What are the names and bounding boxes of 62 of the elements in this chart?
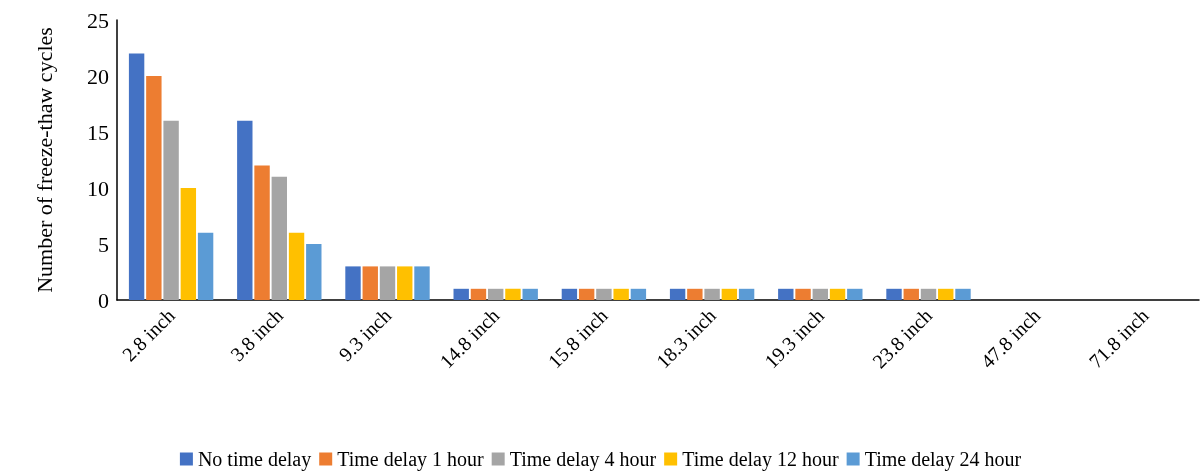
x-tick-label: 71.8 inch <box>1084 304 1153 373</box>
bar <box>847 288 863 300</box>
x-tick-label: 47.8 inch <box>976 304 1045 373</box>
bar <box>561 288 578 300</box>
bar <box>271 176 287 300</box>
legend-label: Time delay 4 hour <box>509 448 657 471</box>
bar <box>163 120 179 300</box>
bar <box>488 288 504 300</box>
bar <box>704 288 720 300</box>
bar <box>379 266 396 300</box>
bar <box>687 288 703 300</box>
bar <box>288 232 305 300</box>
bar <box>453 288 469 300</box>
x-tick-label: 15.8 inch <box>543 304 612 373</box>
bar <box>522 288 538 300</box>
bar <box>254 165 270 300</box>
y-tick-label: 5 <box>98 231 109 257</box>
bar <box>795 288 811 300</box>
bar <box>955 288 971 300</box>
bar <box>237 120 253 300</box>
legend-label: Time delay 12 hour <box>682 448 839 471</box>
y-tick-label: 20 <box>87 63 109 89</box>
y-axis-title: Number of freeze-thaw cycles <box>31 27 57 293</box>
y-tick-label: 0 <box>98 287 109 313</box>
bar <box>146 76 162 300</box>
y-tick-label: 25 <box>87 7 109 33</box>
bar <box>596 288 612 300</box>
y-tick-label: 15 <box>87 119 109 145</box>
legend-label: Time delay 1 hour <box>337 448 485 471</box>
bar <box>578 288 595 300</box>
bar <box>197 232 214 300</box>
bar <box>812 288 828 300</box>
bar <box>470 288 487 300</box>
x-tick-label: 14.8 inch <box>435 304 504 373</box>
bar <box>345 266 361 300</box>
bar <box>903 288 919 300</box>
bar <box>669 288 686 300</box>
x-tick-label: 9.3 inch <box>334 304 396 366</box>
x-tick-label: 3.8 inch <box>225 304 288 366</box>
bar <box>613 288 629 300</box>
x-tick-label: 19.3 inch <box>759 304 829 373</box>
bar <box>128 53 145 300</box>
bar <box>778 288 794 300</box>
legend-label: No time delay <box>197 448 312 471</box>
x-tick-label: 23.8 inch <box>868 304 937 373</box>
bar <box>505 288 521 300</box>
bar <box>886 288 902 300</box>
bar <box>414 266 430 300</box>
bar <box>306 244 322 300</box>
bar <box>630 288 647 300</box>
bar <box>180 188 197 300</box>
x-tick-label: 2.8 inch <box>117 304 179 366</box>
bar <box>397 266 413 300</box>
bar <box>738 288 755 300</box>
bar <box>920 288 937 300</box>
bar <box>829 288 846 300</box>
bar <box>362 266 378 300</box>
bar <box>938 288 954 300</box>
legend-label: Time delay 24 hour <box>864 448 1022 471</box>
bar <box>721 288 738 300</box>
y-tick-label: 10 <box>87 175 109 201</box>
x-tick-label: 18.3 inch <box>651 304 720 373</box>
